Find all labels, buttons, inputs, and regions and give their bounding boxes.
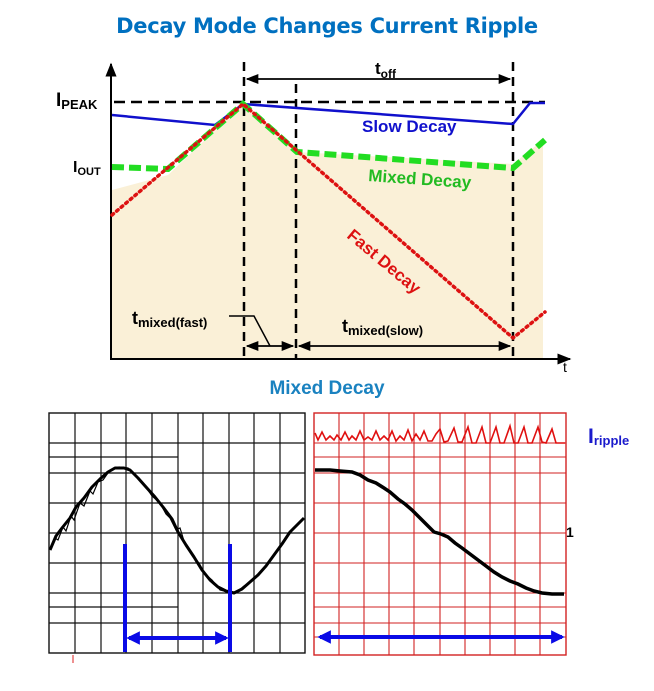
tmixed-fast-leader [229,315,271,347]
mixed-decay-curve [111,100,547,173]
fast-decay-curve [110,101,547,341]
tmixed-slow-label: tmixed(slow) [342,316,423,338]
iout-label: IOUT [73,159,101,178]
left-scope-capture [48,412,306,663]
ipeak-label: IPEAK [56,90,98,112]
left-scope-trace-noise [51,466,302,593]
page-title: Decay Mode Changes Current Ripple [116,14,538,38]
ripple-label: Iripple [588,425,629,448]
time-axis-label: t [563,359,567,375]
ripple-trace [314,423,565,444]
channel-marker: 1 [566,524,574,540]
current-waveform-diagram: toff Slow Decay Mixed Decay Fast Decay I… [56,59,572,375]
right-scope-capture: 1 [313,412,574,656]
tmixed-fast-label: tmixed(fast) [132,308,207,330]
slow-decay-curve [111,101,545,127]
scope-section-title: Mixed Decay [269,378,385,399]
toff-label: toff [375,59,397,81]
current-fill-area [112,104,543,358]
decaying-current-trace [315,468,564,596]
slow-decay-label: Slow Decay [362,117,457,136]
